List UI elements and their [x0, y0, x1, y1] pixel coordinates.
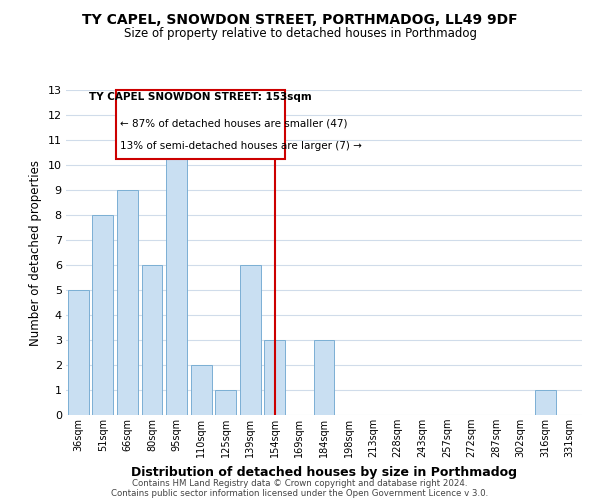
Text: Size of property relative to detached houses in Porthmadog: Size of property relative to detached ho…: [124, 28, 476, 40]
Bar: [535, 390, 556, 415]
Text: ← 87% of detached houses are smaller (47): ← 87% of detached houses are smaller (47…: [120, 118, 347, 128]
Bar: [166, 140, 187, 415]
Text: Contains HM Land Registry data © Crown copyright and database right 2024.: Contains HM Land Registry data © Crown c…: [132, 478, 468, 488]
X-axis label: Distribution of detached houses by size in Porthmadog: Distribution of detached houses by size …: [131, 466, 517, 478]
Text: 13% of semi-detached houses are larger (7) →: 13% of semi-detached houses are larger (…: [120, 141, 362, 151]
Bar: [215, 390, 236, 415]
Text: Contains public sector information licensed under the Open Government Licence v : Contains public sector information licen…: [112, 488, 488, 498]
Bar: [142, 265, 163, 415]
FancyBboxPatch shape: [116, 90, 285, 158]
Bar: [68, 290, 89, 415]
Bar: [240, 265, 261, 415]
Bar: [191, 365, 212, 415]
Text: TY CAPEL, SNOWDON STREET, PORTHMADOG, LL49 9DF: TY CAPEL, SNOWDON STREET, PORTHMADOG, LL…: [82, 12, 518, 26]
Bar: [117, 190, 138, 415]
Bar: [92, 215, 113, 415]
Bar: [265, 340, 286, 415]
Text: TY CAPEL SNOWDON STREET: 153sqm: TY CAPEL SNOWDON STREET: 153sqm: [89, 92, 312, 102]
Bar: [314, 340, 334, 415]
Y-axis label: Number of detached properties: Number of detached properties: [29, 160, 42, 346]
